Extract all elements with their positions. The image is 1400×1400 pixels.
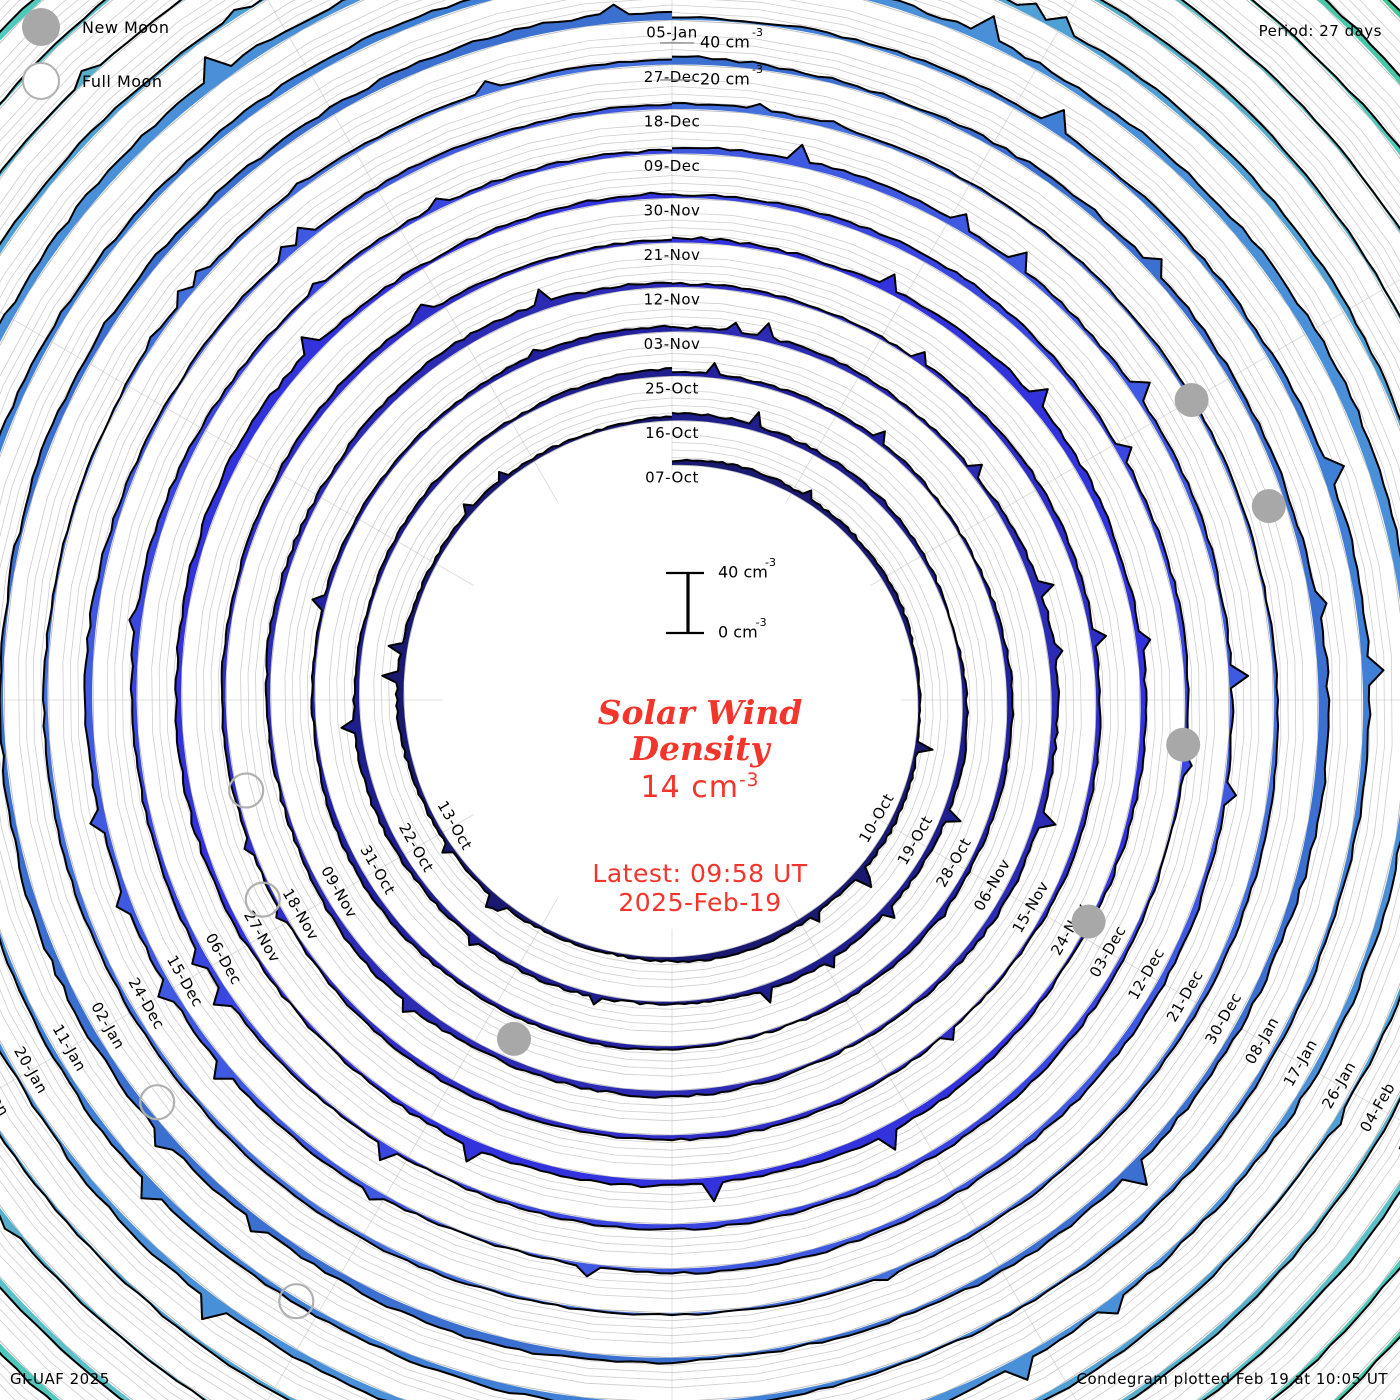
- outer-scale-label: 40 cm: [700, 33, 750, 52]
- new-moon-icon: [22, 8, 60, 46]
- ring-date-label: 05-Jan: [646, 24, 697, 42]
- rotation-trace: [264, 281, 1064, 1099]
- new-moon-marker-icon: [1071, 904, 1106, 939]
- outer-scale: 40 cm -320 cm -3: [660, 26, 763, 89]
- legend-label-full-moon: Full Moon: [82, 71, 163, 91]
- legend-label-new-moon: New Moon: [82, 17, 170, 37]
- ring-date-label: 29-Jan: [0, 1066, 13, 1120]
- new-moon-marker-icon: [1166, 727, 1201, 762]
- new-moon-marker-icon: [1174, 383, 1209, 417]
- outer-scale-exponent: -3: [752, 26, 763, 39]
- ring-date-label: 30-Nov: [644, 202, 701, 220]
- ring-date-label: 16-Oct: [645, 424, 699, 442]
- rotation-trace: [340, 367, 969, 1006]
- ring-date-label: 25-Oct: [645, 380, 699, 398]
- title-line-2: Density: [630, 728, 770, 768]
- legend-item-full-moon: Full Moon: [22, 62, 162, 100]
- center-scale-bar: 40 cm-30 cm-3: [666, 556, 776, 642]
- value-exponent: -3: [738, 770, 760, 792]
- center-scale-exponent: -3: [765, 556, 776, 569]
- latest-block: Latest: 09:58 UT 2025-Feb-19: [0, 859, 1400, 918]
- full-moon-marker-icon: [278, 1283, 315, 1320]
- latest-date: 2025-Feb-19: [618, 887, 782, 917]
- new-moon-marker-icon: [497, 1021, 531, 1056]
- credit-label: GI-UAF 2025: [10, 1370, 110, 1388]
- rotation-trace: [220, 238, 1107, 1142]
- ring-date-label: 07-Oct: [645, 469, 699, 487]
- outer-scale-label: 20 cm: [700, 70, 750, 89]
- new-moon-marker-icon: [1251, 489, 1286, 524]
- moon-markers: [139, 383, 1286, 1320]
- full-moon-marker-icon: [244, 881, 281, 918]
- legend-item-new-moon: New Moon: [22, 8, 170, 46]
- full-moon-marker-icon: [139, 1084, 176, 1121]
- ring-date-label: 21-Nov: [644, 246, 701, 264]
- rotation-trace: [174, 191, 1152, 1203]
- ring-date-label: 27-Dec: [644, 68, 701, 86]
- rotation-trace: [310, 324, 1015, 1051]
- center-scale-exponent: -3: [756, 616, 767, 629]
- current-value: 14 cm-3: [640, 770, 760, 806]
- center-scale-label: 40 cm: [718, 563, 768, 582]
- rotation-band: [265, 282, 1063, 1098]
- plotted-label: Condegram plotted Feb 19 at 10:05 UT: [1076, 1370, 1388, 1388]
- ring-date-label: 09-Dec: [644, 157, 701, 175]
- rotation-trace: [83, 103, 1250, 1278]
- latest-time: Latest: 09:58 UT: [592, 859, 808, 888]
- full-moon-icon: [22, 62, 60, 100]
- ring-date-label: 12-Nov: [644, 291, 701, 309]
- title-line-1: Solar Wind: [597, 693, 803, 732]
- center-scale-label: 0 cm: [718, 623, 758, 642]
- period-label: Period: 27 days: [1258, 22, 1382, 40]
- full-moon-marker-icon: [228, 772, 265, 809]
- center-title: Solar Wind Density 14 cm-3: [0, 693, 1400, 806]
- ring-date-label: 13-Oct: [433, 798, 476, 854]
- rotation-trace: [381, 415, 934, 964]
- rotation-trace: [128, 148, 1193, 1231]
- outer-scale-exponent: -3: [752, 63, 763, 76]
- ring-date-label: 18-Dec: [644, 113, 701, 131]
- ring-date-label: 03-Nov: [644, 335, 701, 353]
- rotation-trace: [0, 3, 1331, 1365]
- ring-date-label: 04-Feb: [1356, 1079, 1399, 1135]
- ring-date-label: 06-Dec: [202, 930, 246, 988]
